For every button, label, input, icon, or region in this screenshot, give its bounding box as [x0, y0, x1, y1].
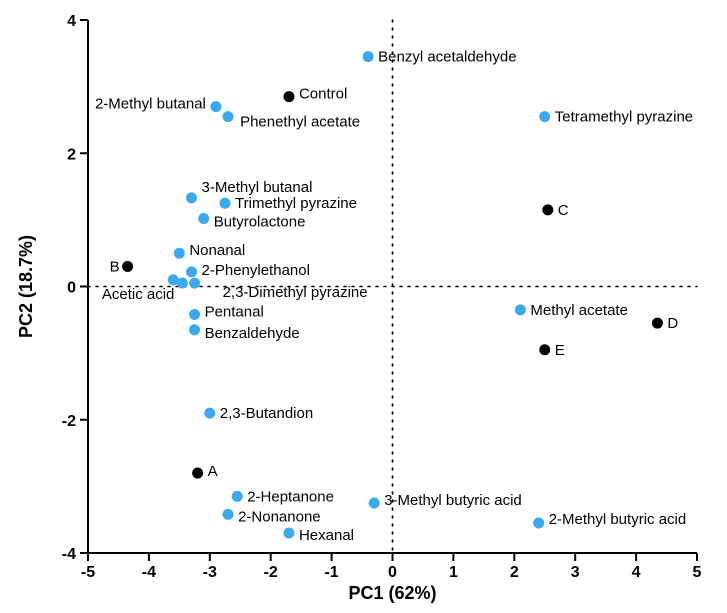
data-point — [542, 204, 553, 215]
data-point — [189, 278, 200, 289]
y-tick-label: 2 — [67, 146, 76, 163]
point-label: Tetramethyl pyrazine — [555, 109, 693, 126]
data-point — [363, 51, 374, 62]
point-label: 2-Phenylethanol — [202, 262, 310, 279]
data-point — [174, 248, 185, 259]
x-tick-label: 5 — [693, 564, 702, 581]
point-label: 2-Heptanone — [247, 488, 334, 505]
y-tick-label: 4 — [67, 13, 76, 30]
point-label: Benzaldehyde — [205, 325, 300, 342]
x-tick-label: -5 — [81, 564, 95, 581]
point-label: Acetic acid — [102, 286, 175, 303]
point-label: D — [667, 315, 678, 332]
data-point — [283, 91, 294, 102]
x-axis-title: PC1 (62%) — [348, 583, 436, 603]
point-label: Nonanal — [189, 242, 245, 259]
data-point — [186, 266, 197, 277]
data-point — [186, 192, 197, 203]
point-label: B — [110, 259, 120, 276]
point-label: C — [558, 202, 569, 219]
data-point — [369, 498, 380, 509]
point-label: 2,3-Butandion — [220, 405, 313, 422]
data-point — [220, 198, 231, 209]
y-tick-label: 0 — [67, 280, 76, 297]
data-point — [122, 261, 133, 272]
point-label: 3-Methyl butyric acid — [384, 492, 522, 509]
x-tick-label: 3 — [571, 564, 580, 581]
x-tick-label: 2 — [510, 564, 519, 581]
chart-svg: -5 -4 -3 -2 -1 0 1 2 3 4 5 -4 -2 0 2 4 PC1 (62%) PC2 (18.… — [0, 0, 727, 613]
data-point — [232, 491, 243, 502]
point-label: Butyrolactone — [214, 214, 306, 231]
data-point — [539, 344, 550, 355]
point-label: 3-Methyl butanal — [202, 179, 313, 196]
point-label: Control — [299, 86, 347, 103]
pca-scatter-chart: -5 -4 -3 -2 -1 0 1 2 3 4 5 -4 -2 0 2 4 PC1 (62%) PC2 (18.… — [0, 0, 727, 613]
x-tick-label: -1 — [324, 564, 338, 581]
y-tick-label: -4 — [62, 546, 76, 563]
data-point — [223, 509, 234, 520]
point-label: Phenethyl acetate — [240, 114, 360, 131]
data-point — [539, 111, 550, 122]
data-point — [177, 278, 188, 289]
y-tick-label: -2 — [62, 413, 76, 430]
point-label: Pentanal — [205, 303, 264, 320]
point-label: A — [208, 463, 218, 480]
data-point — [198, 213, 209, 224]
data-point — [192, 468, 203, 479]
data-point — [204, 408, 215, 419]
data-point — [652, 318, 663, 329]
data-point — [533, 518, 544, 529]
point-label: Trimethyl pyrazine — [235, 195, 357, 212]
point-label: 2-Nonanone — [238, 508, 321, 525]
data-point — [283, 528, 294, 539]
point-label: 2-Methyl butyric acid — [549, 511, 687, 528]
point-label: Benzyl acetaldehyde — [378, 49, 516, 66]
data-point — [223, 111, 234, 122]
point-label: 2-Methyl butanal — [95, 96, 206, 113]
point-label: 2,3-Dimethyl pyrazine — [223, 284, 368, 301]
x-tick-label: 4 — [632, 564, 641, 581]
x-tick-label: 0 — [388, 564, 397, 581]
x-tick-label: -2 — [264, 564, 278, 581]
data-point — [515, 304, 526, 315]
y-axis-title: PC2 (18.7%) — [16, 235, 36, 338]
x-tick-label: -3 — [203, 564, 217, 581]
point-label: E — [555, 342, 565, 359]
x-tick-label: 1 — [449, 564, 458, 581]
point-label: Hexanal — [299, 527, 354, 544]
data-point — [210, 101, 221, 112]
data-point — [189, 309, 200, 320]
point-label: Methyl acetate — [530, 302, 628, 319]
data-point — [189, 324, 200, 335]
x-tick-label: -4 — [142, 564, 156, 581]
